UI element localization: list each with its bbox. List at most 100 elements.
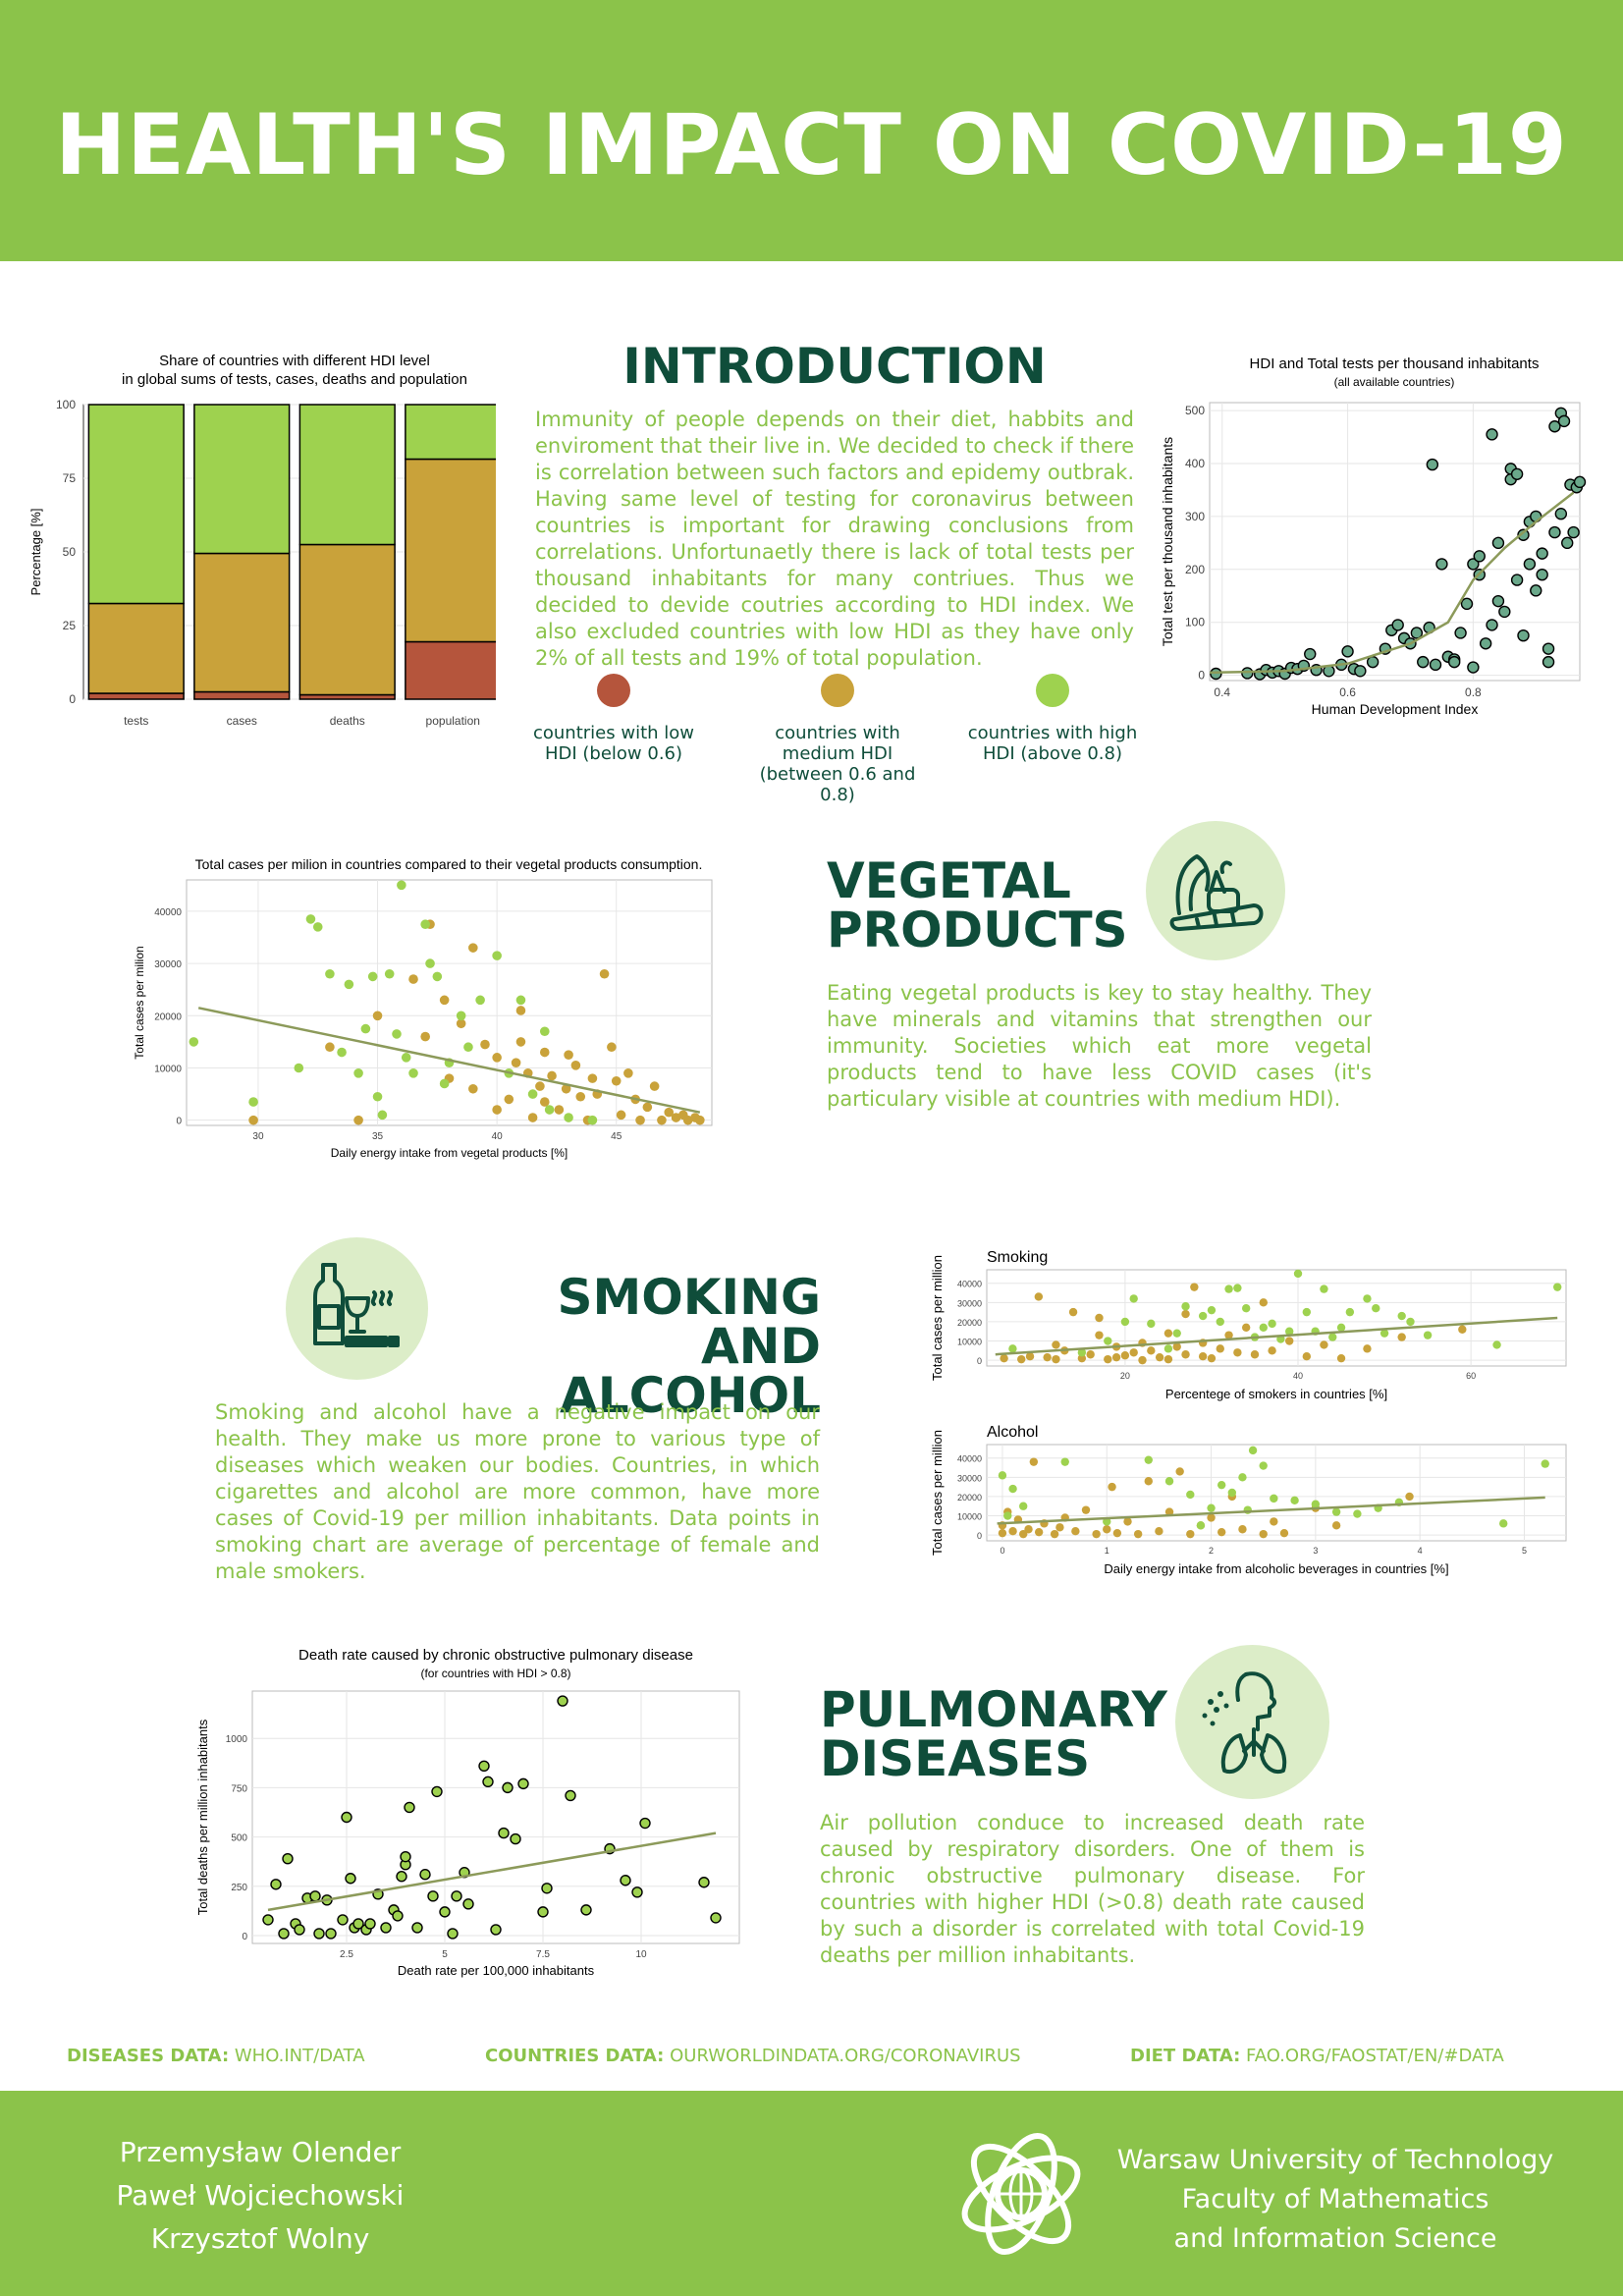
data-point-medium — [248, 1115, 258, 1125]
plot-panel — [251, 1690, 740, 1944]
data-point-medium — [1190, 1283, 1199, 1291]
data-point-medium — [456, 1018, 466, 1029]
y-tick-label: 10000 — [957, 1338, 982, 1347]
data-point — [541, 1883, 553, 1894]
data-point-medium — [564, 1050, 573, 1060]
smoking-title: SMOKING AND ALCOHOL — [432, 1273, 821, 1420]
data-point-medium — [1216, 1344, 1224, 1353]
data-point — [1435, 558, 1448, 571]
legend-medium-hdi: countries with medium HDI (between 0.6 a… — [739, 674, 936, 805]
data-point-medium — [325, 1042, 335, 1053]
source-diet-link[interactable]: FAO.ORG/FAOSTAT/EN/#DATA — [1246, 2046, 1504, 2066]
data-point — [1479, 637, 1492, 650]
data-point-medium — [1458, 1325, 1467, 1334]
y-tick-label: 10000 — [957, 1512, 982, 1522]
chart-subtitle: in global sums of tests, cases, deaths a… — [122, 371, 467, 388]
data-point-medium — [998, 1528, 1007, 1538]
source-countries-link[interactable]: OURWORLDINDATA.ORG/CORONAVIRUS — [670, 2046, 1021, 2066]
data-point-medium — [1163, 1354, 1173, 1364]
data-point-high — [1372, 1304, 1380, 1313]
data-point-high — [420, 919, 430, 930]
legend-medium-label: countries with medium HDI (between 0.6 a… — [759, 723, 916, 805]
data-point — [419, 1869, 431, 1881]
bar-segment — [405, 640, 496, 700]
x-tick-label: 30 — [252, 1131, 264, 1142]
data-point-high — [1008, 1484, 1017, 1494]
y-tick-label: 500 — [1185, 404, 1205, 417]
data-point-high — [1499, 1519, 1508, 1528]
data-point — [282, 1852, 294, 1865]
data-point — [580, 1904, 592, 1916]
data-point-high — [1216, 1317, 1224, 1327]
source-diseases-link[interactable]: WHO.INT/DATA — [234, 2046, 365, 2066]
data-point — [1486, 619, 1498, 631]
data-point-medium — [1186, 1529, 1195, 1539]
legend-high-hdi: countries with high HDI (above 0.8) — [954, 674, 1151, 764]
data-point-medium — [623, 1068, 633, 1078]
source-diseases-label: DISEASES DATA: — [67, 2046, 230, 2066]
trend-line — [997, 1496, 1545, 1525]
data-point — [517, 1777, 529, 1790]
data-point-high — [1270, 1494, 1278, 1503]
data-point — [309, 1890, 321, 1902]
page-title: HEALTH'S IMPACT ON COVID-19 — [55, 96, 1568, 194]
x-tick-label: 40 — [1293, 1371, 1303, 1381]
data-point — [490, 1924, 502, 1936]
y-tick-label: 30000 — [154, 959, 182, 970]
data-point-medium — [1092, 1529, 1101, 1539]
data-point — [1391, 619, 1404, 631]
trend-line — [267, 1831, 717, 1912]
y-tick-label: 750 — [231, 1783, 247, 1794]
data-point — [1561, 536, 1574, 550]
data-point-medium — [1081, 1505, 1091, 1514]
data-point-high — [1077, 1348, 1087, 1357]
data-point-high — [539, 1026, 550, 1037]
data-point — [352, 1918, 364, 1930]
data-point-medium — [1181, 1350, 1190, 1359]
data-point — [462, 1898, 474, 1910]
y-tick-label: 0 — [977, 1356, 982, 1366]
data-point-high — [1163, 1344, 1173, 1353]
data-point-medium — [1138, 1355, 1147, 1365]
x-axis-label: Death rate per 100,000 inhabitants — [398, 1963, 595, 1978]
chart-title: Smoking — [987, 1249, 1048, 1266]
data-point-medium — [1207, 1513, 1216, 1522]
data-point-high — [1541, 1459, 1549, 1468]
author-2: Paweł Wojciechowski — [116, 2179, 405, 2212]
x-tick-label: 35 — [372, 1131, 384, 1142]
data-point-high — [1207, 1305, 1217, 1315]
data-point — [620, 1875, 631, 1886]
data-point-high — [1196, 1521, 1206, 1530]
data-point-high — [527, 1089, 538, 1099]
data-point — [1304, 647, 1317, 661]
data-point-medium — [1155, 1527, 1163, 1536]
data-point-medium — [1034, 1527, 1044, 1537]
data-point — [510, 1832, 521, 1845]
data-point-high — [456, 1011, 466, 1021]
data-point-high — [377, 1110, 388, 1121]
data-point — [1460, 597, 1474, 611]
header-banner: HEALTH'S IMPACT ON COVID-19 — [0, 0, 1623, 261]
alcohol-cases-scatter-chart: Alcohol 0 1 2 3 4 5 0 10000 20000 30000 40000 Daily … — [930, 1424, 1567, 1576]
data-point — [1366, 655, 1380, 669]
x-tick-label: 4 — [1418, 1546, 1423, 1556]
data-point-high — [1328, 1333, 1337, 1341]
data-point — [565, 1789, 576, 1802]
data-point-medium — [1112, 1528, 1122, 1538]
y-tick-label: 20000 — [957, 1318, 982, 1328]
data-point — [1548, 420, 1561, 433]
data-point-medium — [642, 1102, 653, 1113]
bar-segment — [193, 404, 291, 555]
author-1: Przemysław Olender — [119, 2136, 402, 2168]
x-tick-label: 5 — [1522, 1546, 1527, 1556]
data-point-medium — [408, 974, 418, 984]
data-point — [451, 1890, 462, 1902]
data-point-medium — [1302, 1352, 1312, 1361]
y-tick-label: 400 — [1185, 457, 1205, 470]
data-point — [1486, 428, 1498, 441]
data-point-medium — [547, 1070, 557, 1081]
legend-high-label: countries with high HDI (above 0.8) — [967, 723, 1138, 764]
chart-title: Total cases per milion in countries comp… — [195, 856, 703, 872]
x-tick-label: 1 — [1105, 1546, 1109, 1556]
data-point — [1517, 528, 1530, 541]
